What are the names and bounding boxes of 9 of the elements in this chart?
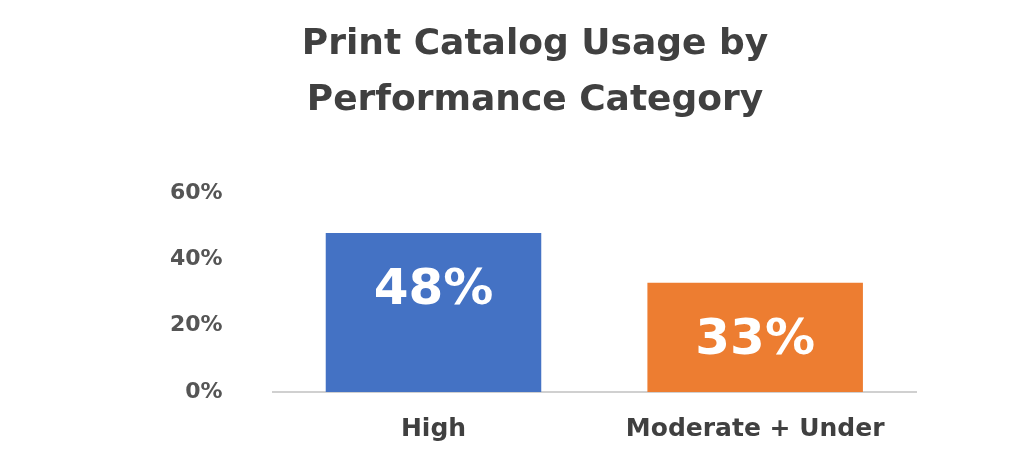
x-tick-label: Moderate + Under [625,412,886,442]
y-tick-label: 20% [169,311,223,337]
y-tick-label: 60% [169,178,223,204]
y-tick-label: 0% [185,377,223,403]
x-tick-label: High [400,412,467,442]
data-label: 33% [695,307,816,366]
chart-title: Print Catalog Usage by Performance Category [300,20,770,120]
data-label: 48% [373,257,494,316]
y-tick-label: 40% [169,245,223,271]
